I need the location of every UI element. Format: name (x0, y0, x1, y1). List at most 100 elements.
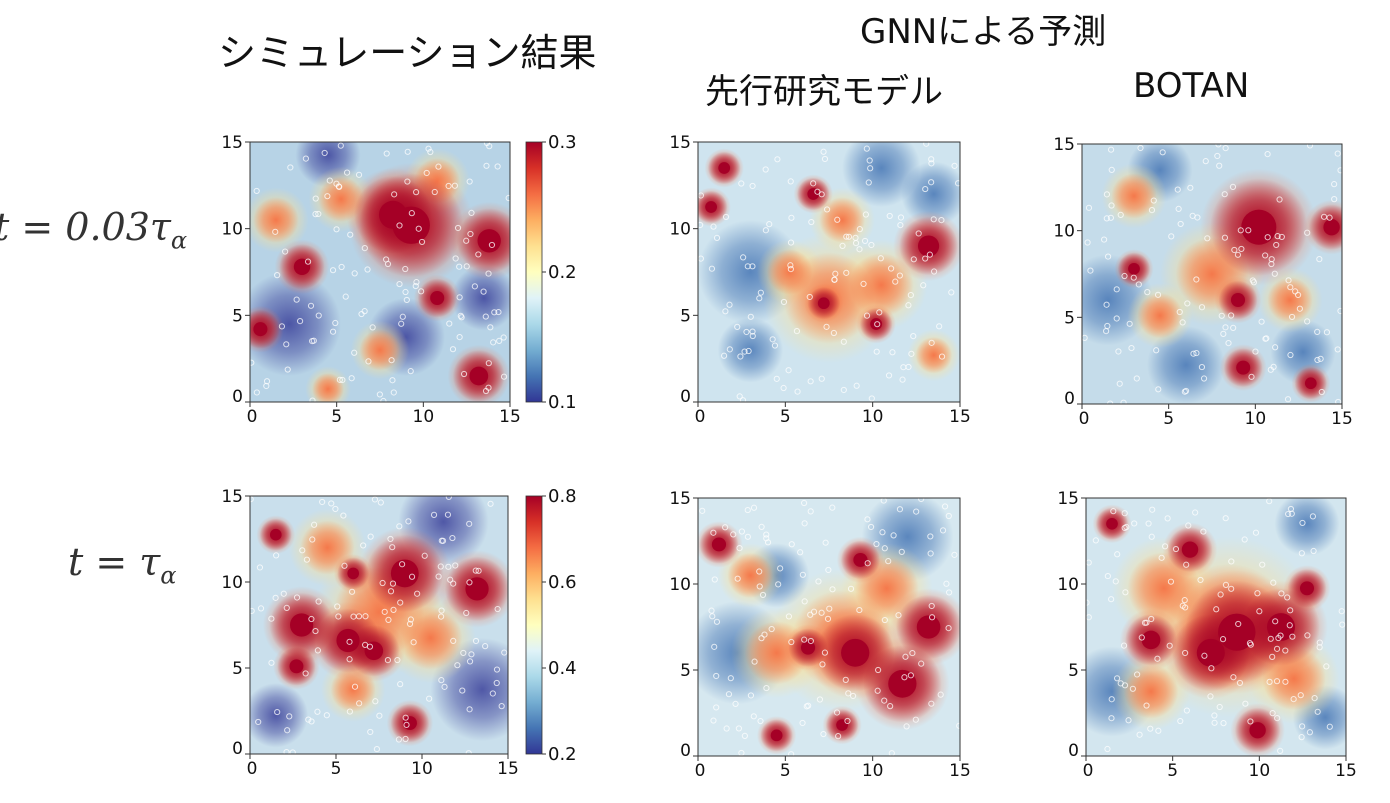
particle-marker (750, 504, 758, 511)
particle-marker (1317, 355, 1324, 362)
particle-marker (823, 323, 830, 330)
particle-marker (1148, 615, 1155, 623)
particle-marker (708, 607, 715, 614)
particle-marker (928, 160, 935, 167)
particle-marker (832, 270, 839, 277)
particle-marker (1273, 678, 1281, 685)
particle-marker (253, 389, 260, 396)
particle-marker (396, 222, 403, 229)
particle-marker (418, 238, 426, 246)
y-tick-label: 5 (1068, 661, 1079, 681)
particle-marker (1304, 229, 1311, 236)
particle-marker (864, 560, 871, 567)
particle-marker (788, 541, 795, 548)
warm-core (1137, 292, 1183, 339)
particle-marker (1234, 251, 1242, 258)
particle-marker (381, 608, 388, 615)
particle-marker (756, 295, 763, 302)
particle-marker (475, 251, 482, 258)
particle-marker (348, 588, 356, 595)
particle-marker (413, 279, 420, 286)
hot-core (888, 669, 917, 698)
particle-marker (761, 631, 768, 638)
particle-marker (886, 212, 893, 220)
particle-marker (874, 321, 881, 328)
particle-marker (1230, 674, 1237, 681)
y-tick-label: 15 (669, 489, 691, 509)
particle-marker (1288, 510, 1295, 517)
x-tick-label: 10 (862, 761, 884, 781)
heatmap-prior-bottom: 0 5 10 15 0 5 10 15 (669, 489, 970, 781)
header-simulation: シミュレーション結果 (218, 31, 597, 75)
particle-marker (829, 586, 836, 593)
warm-core (398, 606, 463, 670)
particle-marker (1337, 307, 1342, 315)
hot-core (1196, 638, 1225, 667)
particle-marker (1092, 537, 1099, 544)
particle-marker (1247, 718, 1254, 725)
particle-marker (1311, 695, 1318, 702)
particle-marker (757, 289, 764, 296)
particle-marker (387, 535, 394, 543)
particle-marker (749, 263, 756, 270)
particle-marker (736, 544, 743, 552)
particle-marker (912, 716, 919, 723)
colorbar: 0.1 0.2 0.3 (525, 132, 577, 413)
particle-marker (843, 269, 850, 276)
particle-marker (312, 211, 319, 218)
particle-marker (408, 573, 416, 580)
particle-marker (756, 583, 763, 590)
particle-marker (788, 751, 795, 756)
particle-marker (1154, 655, 1161, 662)
x-tick-label: 5 (331, 759, 342, 779)
particle-marker (1262, 252, 1269, 259)
particle-marker (1309, 513, 1317, 520)
particle-marker (328, 500, 335, 507)
particle-marker (763, 535, 770, 542)
particle-marker (937, 691, 944, 698)
y-tick-label: 0 (1068, 741, 1079, 761)
particle-marker (877, 255, 884, 262)
y-tick-label: 15 (221, 133, 243, 153)
particle-marker (365, 358, 372, 365)
particle-marker (749, 332, 756, 340)
particle-marker (1299, 519, 1306, 527)
particle-marker (888, 265, 895, 272)
particle-marker (1211, 712, 1218, 719)
particle-marker (408, 210, 415, 217)
particle-marker (500, 334, 507, 341)
particle-marker (326, 177, 333, 184)
particle-marker (1276, 196, 1283, 203)
particle-marker (312, 627, 319, 635)
particle-marker (853, 382, 860, 389)
particle-marker (1306, 729, 1313, 736)
particle-marker (315, 312, 322, 319)
particle-marker (346, 708, 353, 715)
hot-core (841, 638, 870, 667)
y-tick-label: 10 (669, 575, 691, 595)
particle-marker (351, 270, 358, 277)
heatmap-simulation-bottom: 0 5 10 15 0 5 10 15 (221, 487, 518, 779)
particle-marker (490, 339, 497, 346)
particle-marker (709, 613, 716, 620)
particle-marker (1288, 313, 1296, 321)
particle-marker (388, 357, 395, 364)
particle-marker (1228, 585, 1235, 592)
particle-marker (332, 319, 339, 327)
particle-marker (1264, 234, 1271, 241)
particle-marker (1179, 602, 1186, 609)
particle-marker (1267, 635, 1274, 642)
particle-marker (713, 234, 721, 241)
particle-marker (1273, 241, 1280, 249)
particle-marker (1113, 675, 1121, 682)
particle-marker (1335, 398, 1342, 404)
particle-marker (895, 612, 902, 619)
particle-marker (699, 507, 706, 514)
particle-marker (785, 613, 793, 620)
particle-marker (1149, 506, 1156, 513)
particle-marker (1222, 515, 1229, 522)
particle-marker (1238, 245, 1245, 253)
hot-core (378, 200, 408, 229)
particle-marker (1148, 207, 1156, 214)
x-tick-label: 5 (1163, 409, 1174, 429)
